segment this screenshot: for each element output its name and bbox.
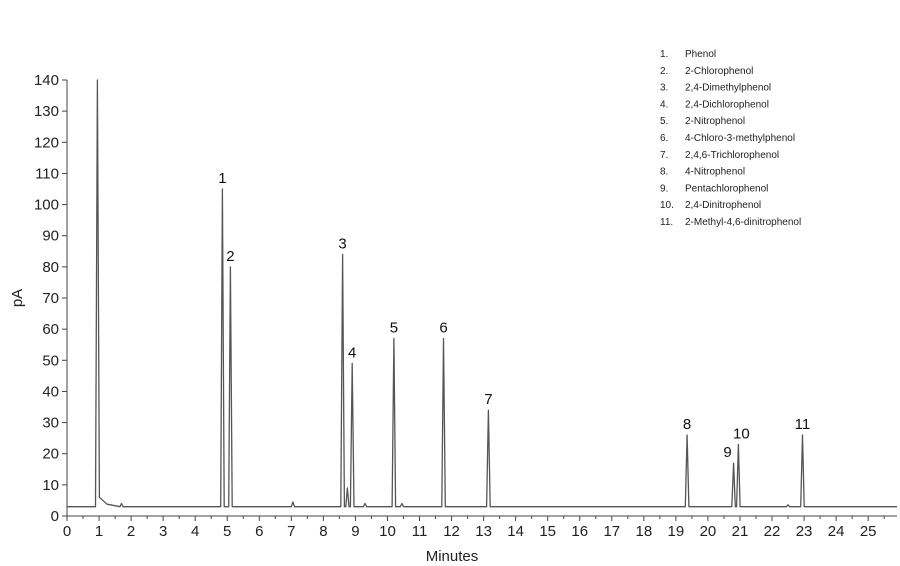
y-tick-label: 50 [42, 352, 59, 369]
x-tick-label: 12 [443, 523, 460, 540]
y-tick-label: 20 [42, 446, 59, 463]
x-axis-title: Minutes [426, 548, 479, 565]
y-tick-label: 120 [34, 134, 59, 151]
y-tick-label: 40 [42, 383, 59, 400]
peak-label-7: 7 [484, 391, 492, 408]
peak-label-4: 4 [348, 344, 356, 361]
legend-entry: 4-Chloro-3-methylphenol [685, 133, 795, 144]
x-tick-label: 19 [668, 523, 685, 540]
y-tick-label: 110 [35, 165, 59, 182]
x-tick-label: 13 [475, 523, 492, 540]
x-tick-label: 5 [223, 523, 231, 540]
x-tick-label: 16 [571, 523, 588, 540]
x-tick-label: 18 [635, 523, 652, 540]
legend-entry: 2,4,6-Trichlorophenol [685, 150, 779, 161]
chromatogram-trace [67, 79, 897, 508]
legend-number: 11. [660, 217, 673, 228]
peak-label-5: 5 [390, 319, 398, 336]
x-tick-label: 3 [159, 523, 167, 540]
y-axis-title: pA [9, 289, 26, 307]
x-tick-label: 21 [732, 523, 749, 540]
x-tick-label: 2 [127, 523, 135, 540]
legend-number: 4. [660, 99, 668, 110]
y-tick-label: 100 [34, 197, 59, 214]
peak-label-8: 8 [683, 416, 691, 433]
legend-number: 5. [660, 116, 668, 127]
x-tick-label: 9 [351, 523, 359, 540]
legend-number: 1. [660, 49, 668, 60]
peak-label-9: 9 [723, 444, 731, 461]
x-tick-label: 8 [319, 523, 327, 540]
x-tick-label: 1 [95, 523, 103, 540]
x-tick-label: 24 [828, 523, 845, 540]
legend-entry: 2,4-Dichlorophenol [685, 99, 769, 110]
legend: 1. Phenol 2. 2-Chlorophenol 3. 2,4-Dimethylph… [660, 49, 801, 228]
peak-label-3: 3 [338, 235, 346, 252]
y-tick-label: 90 [42, 228, 59, 245]
legend-entry: Phenol [685, 49, 716, 60]
x-ticks: 0 1 2 3 4 5 6 7 8 9 10 11 12 13 14 15 16 17 18 19 20 21 22 23 24… [63, 516, 885, 540]
legend-entry: 4-Nitrophenol [685, 167, 745, 178]
x-tick-label: 17 [603, 523, 620, 540]
legend-entry: 2,4-Dinitrophenol [685, 200, 761, 211]
x-tick-label: 0 [63, 523, 71, 540]
y-tick-label: 60 [42, 321, 59, 338]
y-tick-label: 70 [42, 290, 59, 307]
x-tick-label: 14 [507, 523, 524, 540]
x-tick-label: 15 [539, 523, 556, 540]
peak-label-11: 11 [795, 416, 811, 433]
legend-entry: 2-Chlorophenol [685, 66, 753, 77]
y-tick-label: 80 [42, 259, 59, 276]
peak-labels: 1 2 3 4 5 6 7 8 910 11 [218, 170, 810, 461]
x-tick-label: 22 [764, 523, 781, 540]
legend-number: 9. [660, 183, 668, 194]
legend-entry: Pentachlorophenol [685, 183, 768, 194]
x-tick-label: 25 [860, 523, 877, 540]
y-tick-label: 30 [42, 415, 59, 432]
legend-number: 8. [660, 167, 668, 178]
legend-entry: 2-Methyl-4,6-dinitrophenol [685, 217, 801, 228]
y-tick-label: 140 [34, 72, 59, 89]
x-tick-label: 20 [700, 523, 717, 540]
x-tick-label: 7 [287, 523, 295, 540]
legend-number: 6. [660, 133, 668, 144]
y-tick-label: 130 [34, 103, 59, 120]
peak-label-2: 2 [226, 248, 234, 265]
x-tick-label: 6 [255, 523, 263, 540]
y-tick-label: 10 [42, 477, 59, 494]
legend-number: 10. [660, 200, 674, 211]
legend-entry: 2,4-Dimethylphenol [685, 83, 771, 94]
axes [66, 80, 897, 517]
legend-number: 3. [660, 83, 668, 94]
x-tick-label: 11 [412, 523, 428, 540]
x-tick-label: 4 [191, 523, 199, 540]
y-tick-label: 0 [51, 508, 59, 525]
peak-label-6: 6 [439, 319, 447, 336]
legend-number: 7. [660, 150, 668, 161]
y-ticks: 0 10 20 30 40 50 60 70 80 90 100 110 120 130 140 [34, 72, 67, 525]
legend-entry: 2-Nitrophenol [685, 116, 745, 127]
peak-label-1: 1 [218, 170, 226, 187]
peak-label-10: 10 [733, 425, 750, 442]
x-tick-label: 10 [379, 523, 396, 540]
x-tick-label: 23 [796, 523, 813, 540]
legend-number: 2. [660, 66, 668, 77]
